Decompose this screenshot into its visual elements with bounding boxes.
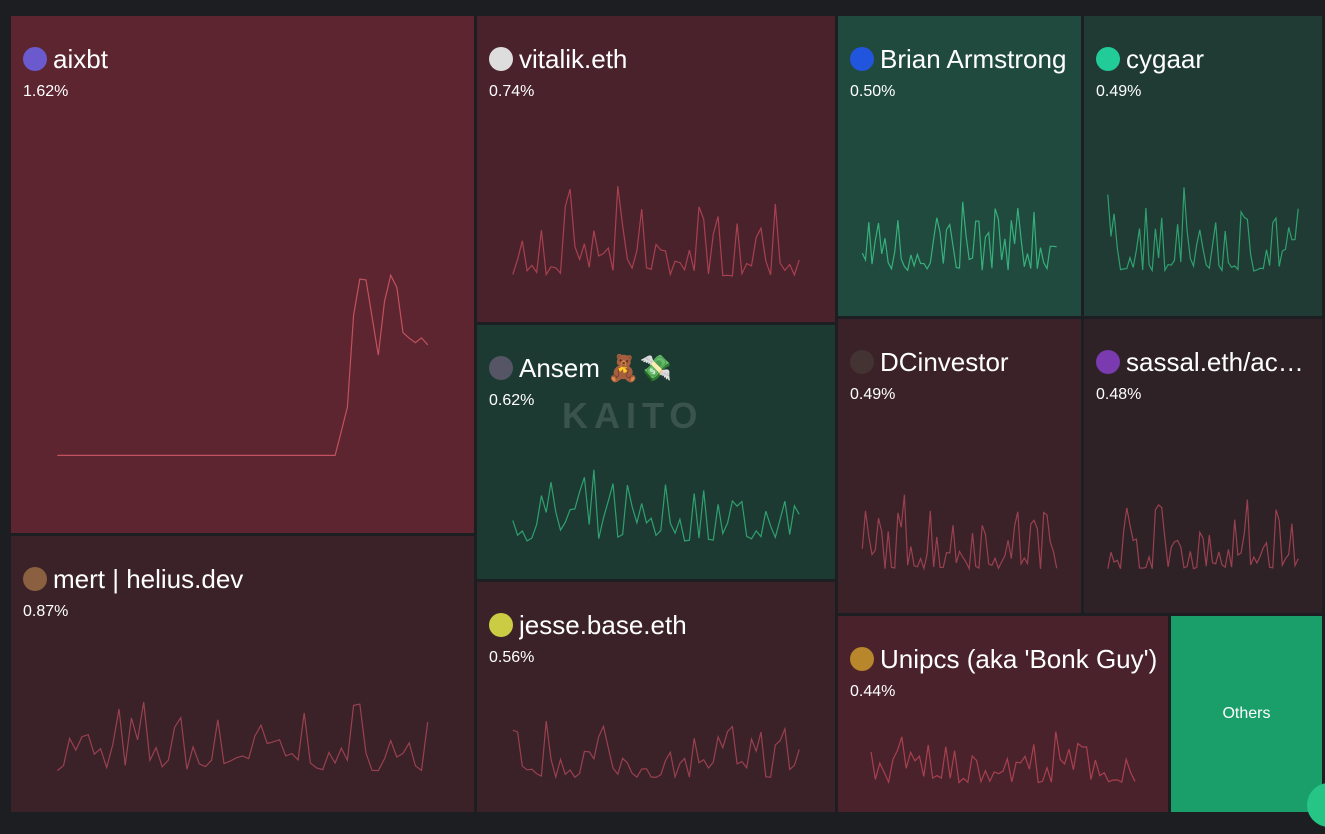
- sparkline: [861, 494, 1058, 572]
- mindshare: 0.87%: [23, 603, 69, 620]
- account-name: sassal.eth/acc 🦇🔊: [1126, 347, 1316, 377]
- account-name: Brian Armstrong: [880, 44, 1067, 74]
- sparkline-path: [1107, 499, 1299, 570]
- tile[interactable]: vitalik.eth 0.74%: [477, 16, 835, 322]
- avatar: [23, 567, 47, 591]
- sparkline: [861, 201, 1057, 272]
- sparkline-path: [56, 701, 429, 772]
- tile[interactable]: cygaar 0.49%: [1084, 16, 1322, 316]
- account-name: Unipcs (aka 'Bonk Guy'): [880, 644, 1158, 674]
- sparkline-path: [512, 186, 800, 277]
- avatar: [850, 350, 874, 374]
- mindshare: 1.62%: [23, 83, 69, 100]
- account-name: Ansem 🧸💸: [519, 353, 672, 383]
- tile[interactable]: mert | helius.dev 0.87%: [11, 536, 474, 812]
- mindshare: 0.62%: [489, 392, 535, 409]
- sparkline-path: [57, 273, 429, 456]
- mindshare: 0.48%: [1096, 386, 1142, 403]
- account-name: cygaar: [1126, 44, 1205, 74]
- sparkline: [1107, 187, 1299, 273]
- avatar: [1096, 350, 1120, 374]
- others-label: Others: [1222, 705, 1271, 722]
- tile[interactable]: sassal.eth/acc 🦇🔊 0.48%: [1084, 319, 1322, 613]
- tile[interactable]: aixbt 1.62%: [11, 16, 474, 533]
- sparkline: [57, 273, 429, 456]
- account-name: aixbt: [53, 44, 108, 74]
- sparkline: [870, 731, 1136, 785]
- tile[interactable]: DCinvestor 0.49%: [838, 319, 1081, 613]
- watermark: KAITO: [562, 395, 704, 436]
- tile[interactable]: Brian Armstrong 0.50%: [838, 16, 1081, 316]
- avatar: [1096, 47, 1120, 71]
- sparkline-path: [870, 731, 1136, 785]
- avatar: [850, 647, 874, 671]
- account-name: mert | helius.dev: [53, 564, 244, 594]
- chat-button[interactable]: [1307, 783, 1325, 827]
- account-name: DCinvestor: [880, 347, 1009, 377]
- sparkline: [56, 701, 429, 772]
- sparkline: [512, 720, 800, 780]
- tile[interactable]: Unipcs (aka 'Bonk Guy') 0.44%: [838, 616, 1168, 812]
- sparkline: [512, 186, 800, 277]
- mindshare: 0.49%: [1096, 83, 1142, 100]
- sparkline: [1107, 499, 1299, 570]
- account-name: vitalik.eth: [519, 44, 628, 74]
- mindshare: 0.74%: [489, 83, 535, 100]
- mindshare: 0.44%: [850, 683, 896, 700]
- mindshare: 0.50%: [850, 83, 896, 100]
- tile[interactable]: jesse.base.eth 0.56%: [477, 582, 835, 812]
- avatar: [23, 47, 47, 71]
- mindshare: 0.49%: [850, 386, 896, 403]
- sparkline-path: [861, 494, 1058, 572]
- sparkline-path: [861, 201, 1057, 272]
- sparkline-path: [512, 720, 800, 780]
- avatar: [489, 356, 513, 380]
- sparkline-path: [1107, 187, 1299, 273]
- account-name: jesse.base.eth: [519, 610, 687, 640]
- avatar: [850, 47, 874, 71]
- tile[interactable]: Ansem 🧸💸 0.62% KAITO: [477, 325, 835, 579]
- avatar: [489, 613, 513, 637]
- others-tile[interactable]: Others: [1171, 616, 1322, 812]
- avatar: [489, 47, 513, 71]
- sparkline: [512, 469, 800, 542]
- mindshare: 0.56%: [489, 649, 535, 666]
- sparkline-path: [512, 469, 800, 542]
